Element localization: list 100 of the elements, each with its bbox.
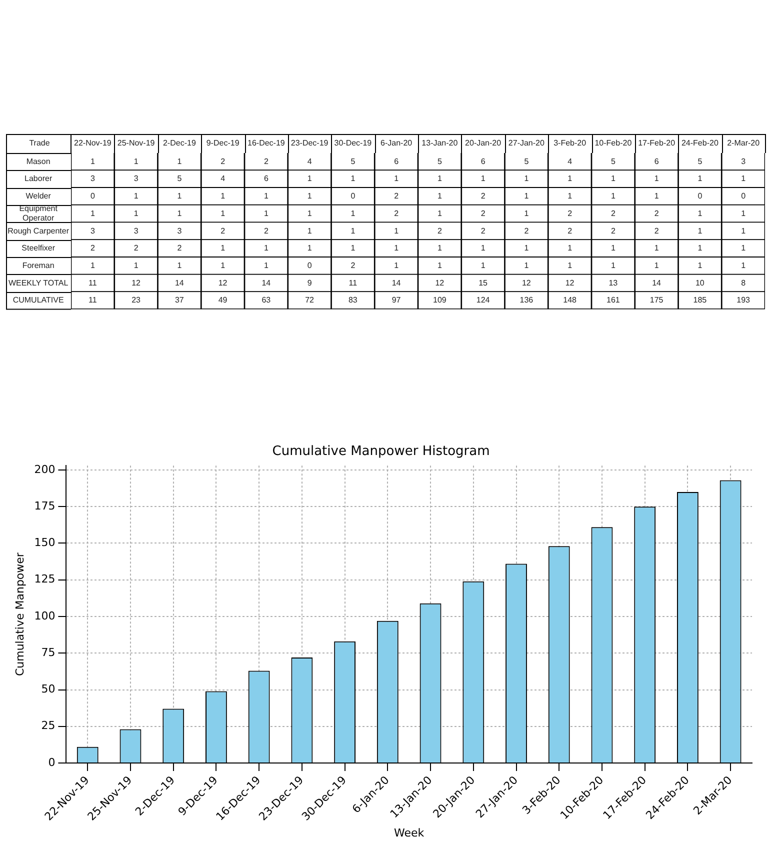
data-label: 63 [262,296,272,305]
y-axis-title: Cumulative Manpower [13,552,26,676]
data-label: 0 [90,192,96,201]
data-label: 1 [350,174,356,184]
data-label: 1 [394,226,400,236]
data-label: 5 [350,156,356,166]
data-label: 1 [307,226,312,236]
data-label: 124 [476,296,490,305]
data-label: 9 [307,278,312,288]
data-label: 4 [220,174,226,184]
data-label: 12 [522,278,532,288]
chart-title: Cumulative Manpower Histogram [272,444,490,460]
data-label: 1 [177,156,182,166]
x-tick-label: 22-Nov-19 [74,138,112,148]
data-label: 161 [606,296,620,305]
data-label: 2 [134,244,139,253]
data-label: 1 [437,261,442,270]
x-tick-label: 6-Jan-20 [380,138,413,148]
data-label: 49 [218,296,228,305]
data-label: 1 [177,192,182,201]
data-label: 1 [264,261,269,270]
data-label: 3 [90,226,96,236]
data-label: 1 [134,208,139,218]
y-tick-label: Steelfixer [22,244,56,253]
data-label: 11 [88,296,98,305]
data-label: 1 [90,261,96,270]
data-label: 1 [220,192,226,201]
data-label: 1 [90,208,96,218]
y-tick-label: Laborer [24,174,52,184]
data-label: 1 [220,208,226,218]
y-tick-label: Rough Carpenter [8,226,70,236]
x-tick-label: 13-Jan-20 [422,138,458,148]
data-label: 1 [610,244,616,253]
y-tick-label: 150 [34,536,56,550]
x-tick-label: 24-Feb-20 [681,138,719,148]
data-label: 1 [134,192,139,201]
data-label: 1 [394,244,400,253]
data-label: 1 [610,174,616,184]
data-label: 1 [698,261,703,270]
data-label: 1 [350,226,356,236]
y-tick-label: 100 [34,609,56,622]
x-tick-label: 9-Dec-19 [206,138,240,148]
y-tick-label: Mason [26,156,50,166]
data-label: 2 [568,226,573,236]
y-axis-title: Trade [29,138,50,148]
data-label: 2 [394,208,400,218]
data-label: 1 [134,156,139,166]
data-label: 23 [132,296,142,305]
data-label: 8 [741,278,746,288]
data-label: 1 [568,261,573,270]
data-label: 185 [693,296,708,305]
data-label: 1 [177,261,182,270]
data-label: 5 [177,174,182,184]
data-label: 0 [698,192,703,201]
data-label: 1 [220,244,226,253]
y-tick-label: Welder [26,192,52,201]
data-label: 1 [307,174,312,184]
data-label: 1 [568,192,573,201]
data-label: 2 [654,208,660,218]
x-tick-label: 20-Jan-20 [465,138,502,148]
y-tick-label: 200 [34,462,56,476]
data-label: 5 [610,156,616,166]
data-label: 4 [307,156,312,166]
data-label: 1 [568,174,573,184]
data-label: 0 [307,261,312,270]
data-label: 1 [698,174,703,184]
data-label: 136 [520,296,534,305]
data-label: 1 [437,244,442,253]
data-label: 0 [741,192,746,201]
data-label: 1 [437,208,442,218]
data-label: 1 [741,244,746,253]
data-label: 1 [524,261,530,270]
y-tick-label: WEEKLY TOTAL [8,278,69,288]
data-label: 72 [305,296,315,305]
data-label: 11 [348,278,358,288]
y-tick-label: 0 [48,756,56,769]
data-label: 2 [568,208,573,218]
y-tick-label: 50 [41,682,56,696]
y-tick-label: Equipment Operator [19,204,58,223]
data-label: 3 [134,174,139,184]
data-label: 2 [437,226,442,236]
data-label: 1 [394,261,400,270]
x-tick-label: 3-Feb-20 [554,138,587,148]
data-label: 193 [736,296,751,305]
data-label: 1 [480,261,486,270]
x-tick-label: 27-Jan-20 [508,138,545,148]
x-axis-title: Week [394,826,425,840]
data-label: 2 [264,226,269,236]
data-label: 1 [90,156,96,166]
data-label: 14 [262,278,272,288]
x-tick-label: 2-Dec-19 [162,138,196,148]
data-label: 1 [610,261,616,270]
data-label: 11 [88,278,98,288]
data-label: 2 [264,156,269,166]
data-label: 1 [134,261,139,270]
data-label: 1 [264,208,269,218]
data-label: 1 [654,261,660,270]
data-label: 1 [524,208,530,218]
x-tick-label: 17-Feb-20 [638,138,676,148]
data-label: 1 [307,192,312,201]
